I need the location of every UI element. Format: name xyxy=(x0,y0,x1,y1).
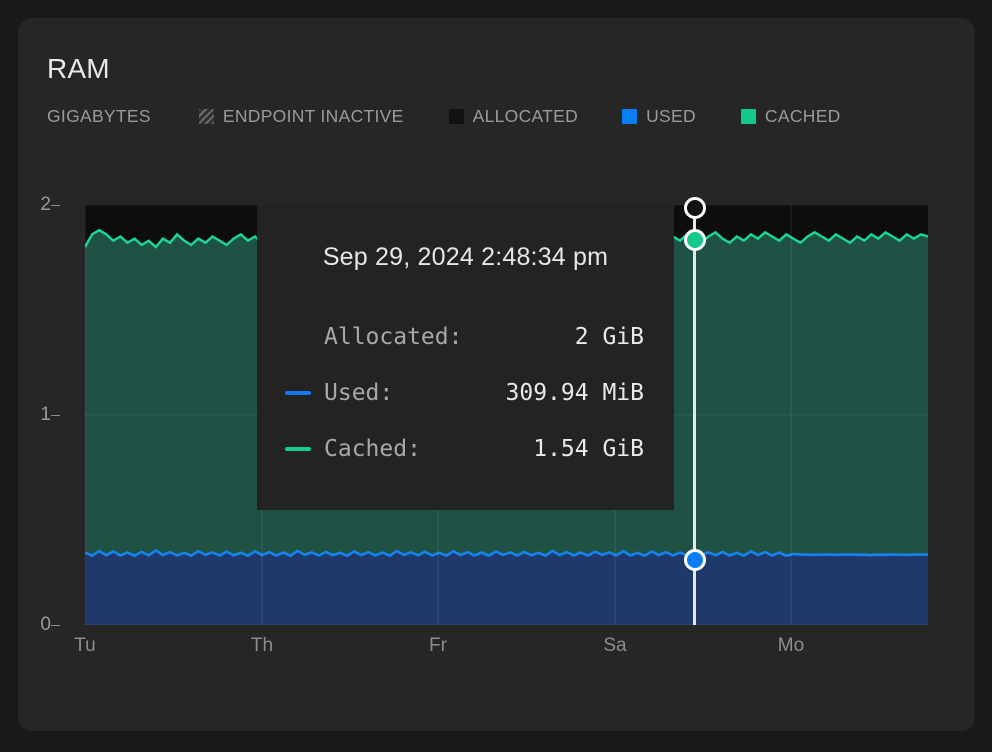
cursor-marker-allocated xyxy=(683,197,706,219)
square-swatch-cached-icon xyxy=(740,108,756,124)
cursor-marker-cached xyxy=(683,229,706,251)
x-tick-label-mo: Mo xyxy=(777,635,805,656)
tooltip-dash-allocated-icon xyxy=(285,335,311,339)
tooltip-dash-used-icon xyxy=(285,391,311,395)
tooltip-label-allocated: Allocated: xyxy=(324,324,463,350)
y-tick-mark-2 xyxy=(51,205,60,206)
legend-label-used: USED xyxy=(646,105,696,126)
x-tick-label-fr: Fr xyxy=(429,635,447,656)
unit-label: GIGABYTES xyxy=(47,105,151,126)
legend-label-endpoint-inactive: ENDPOINT INACTIVE xyxy=(222,105,404,126)
x-tick-label-tu: Tu xyxy=(74,635,96,656)
tooltip-row-used: Used: 309.94 MiB xyxy=(257,365,674,421)
chart-legend: GIGABYTES ENDPOINT INACTIVE ALLOCATED US… xyxy=(47,105,841,127)
x-tick-label-sa: Sa xyxy=(603,635,627,656)
square-swatch-allocated-icon xyxy=(448,108,464,124)
tooltip-row-cached: Cached: 1.54 GiB xyxy=(257,421,674,477)
y-tick-label-2: 2 xyxy=(40,194,51,215)
y-tick-label-0: 0 xyxy=(40,614,51,635)
tooltip-label-cached: Cached: xyxy=(324,436,421,462)
hover-tooltip: Sep 29, 2024 2:48:34 pm Allocated: 2 GiB… xyxy=(257,205,674,510)
legend-item-used[interactable]: USED xyxy=(622,106,696,127)
y-tick-label-1: 1 xyxy=(40,404,51,425)
y-tick-mark-0 xyxy=(51,625,60,626)
tooltip-value-cached: 1.54 GiB xyxy=(533,436,644,462)
tooltip-value-allocated: 2 GiB xyxy=(574,324,644,350)
square-swatch-used-icon xyxy=(622,108,638,124)
legend-item-cached[interactable]: CACHED xyxy=(740,105,841,127)
tooltip-row-allocated: Allocated: 2 GiB xyxy=(257,309,674,365)
legend-item-endpoint-inactive[interactable]: ENDPOINT INACTIVE xyxy=(198,105,404,127)
used-line xyxy=(85,548,928,558)
page-title: RAM xyxy=(47,53,110,84)
hatch-swatch-icon xyxy=(198,108,214,124)
tooltip-timestamp: Sep 29, 2024 2:48:34 pm xyxy=(322,243,609,271)
legend-label-allocated: ALLOCATED xyxy=(472,105,579,126)
x-tick-label-th: Th xyxy=(250,635,274,656)
tooltip-value-used: 309.94 MiB xyxy=(505,380,644,406)
hover-cursor-line xyxy=(693,205,696,625)
tooltip-dash-cached-icon xyxy=(285,447,311,451)
y-tick-mark-1 xyxy=(51,415,60,416)
tooltip-label-used: Used: xyxy=(324,380,394,406)
legend-item-allocated[interactable]: ALLOCATED xyxy=(448,105,579,127)
cursor-marker-used xyxy=(683,549,706,571)
used-area xyxy=(85,550,928,625)
legend-label-cached: CACHED xyxy=(764,105,841,126)
